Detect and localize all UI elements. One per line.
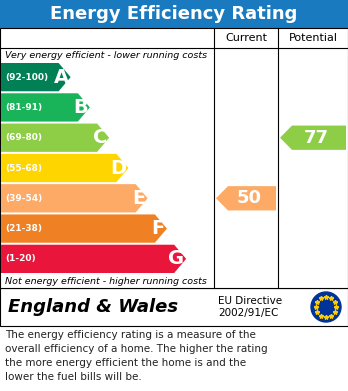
Polygon shape [1,184,148,212]
Polygon shape [1,154,128,182]
Text: E: E [132,189,146,208]
Bar [0,28,348,288]
Text: EU Directive
2002/91/EC: EU Directive 2002/91/EC [218,296,282,318]
Polygon shape [1,124,109,152]
Polygon shape [1,63,71,91]
Text: Current: Current [225,33,267,43]
Text: Not energy efficient - higher running costs: Not energy efficient - higher running co… [5,276,207,285]
Circle shape [311,292,341,322]
Text: C: C [93,128,107,147]
Bar [0,0,348,28]
Text: 50: 50 [237,189,261,207]
Text: The energy efficiency rating is a measure of the
overall efficiency of a home. T: The energy efficiency rating is a measur… [5,330,268,382]
Polygon shape [1,245,186,273]
Text: England & Wales: England & Wales [8,298,178,316]
Polygon shape [216,186,276,210]
Text: (55-68): (55-68) [5,163,42,172]
Text: (69-80): (69-80) [5,133,42,142]
Text: 77: 77 [303,129,329,147]
Text: A: A [54,68,69,87]
Text: B: B [73,98,88,117]
Text: F: F [152,219,165,238]
Text: (39-54): (39-54) [5,194,42,203]
Text: Very energy efficient - lower running costs: Very energy efficient - lower running co… [5,50,207,59]
Text: (92-100): (92-100) [5,73,48,82]
Text: Potential: Potential [288,33,338,43]
Text: Energy Efficiency Rating: Energy Efficiency Rating [50,5,298,23]
Text: G: G [168,249,184,268]
Text: (21-38): (21-38) [5,224,42,233]
Bar [0,288,348,326]
Text: (81-91): (81-91) [5,103,42,112]
Text: (1-20): (1-20) [5,255,35,264]
Polygon shape [280,126,346,150]
Text: D: D [110,158,126,178]
Polygon shape [1,93,90,122]
Polygon shape [1,214,167,243]
